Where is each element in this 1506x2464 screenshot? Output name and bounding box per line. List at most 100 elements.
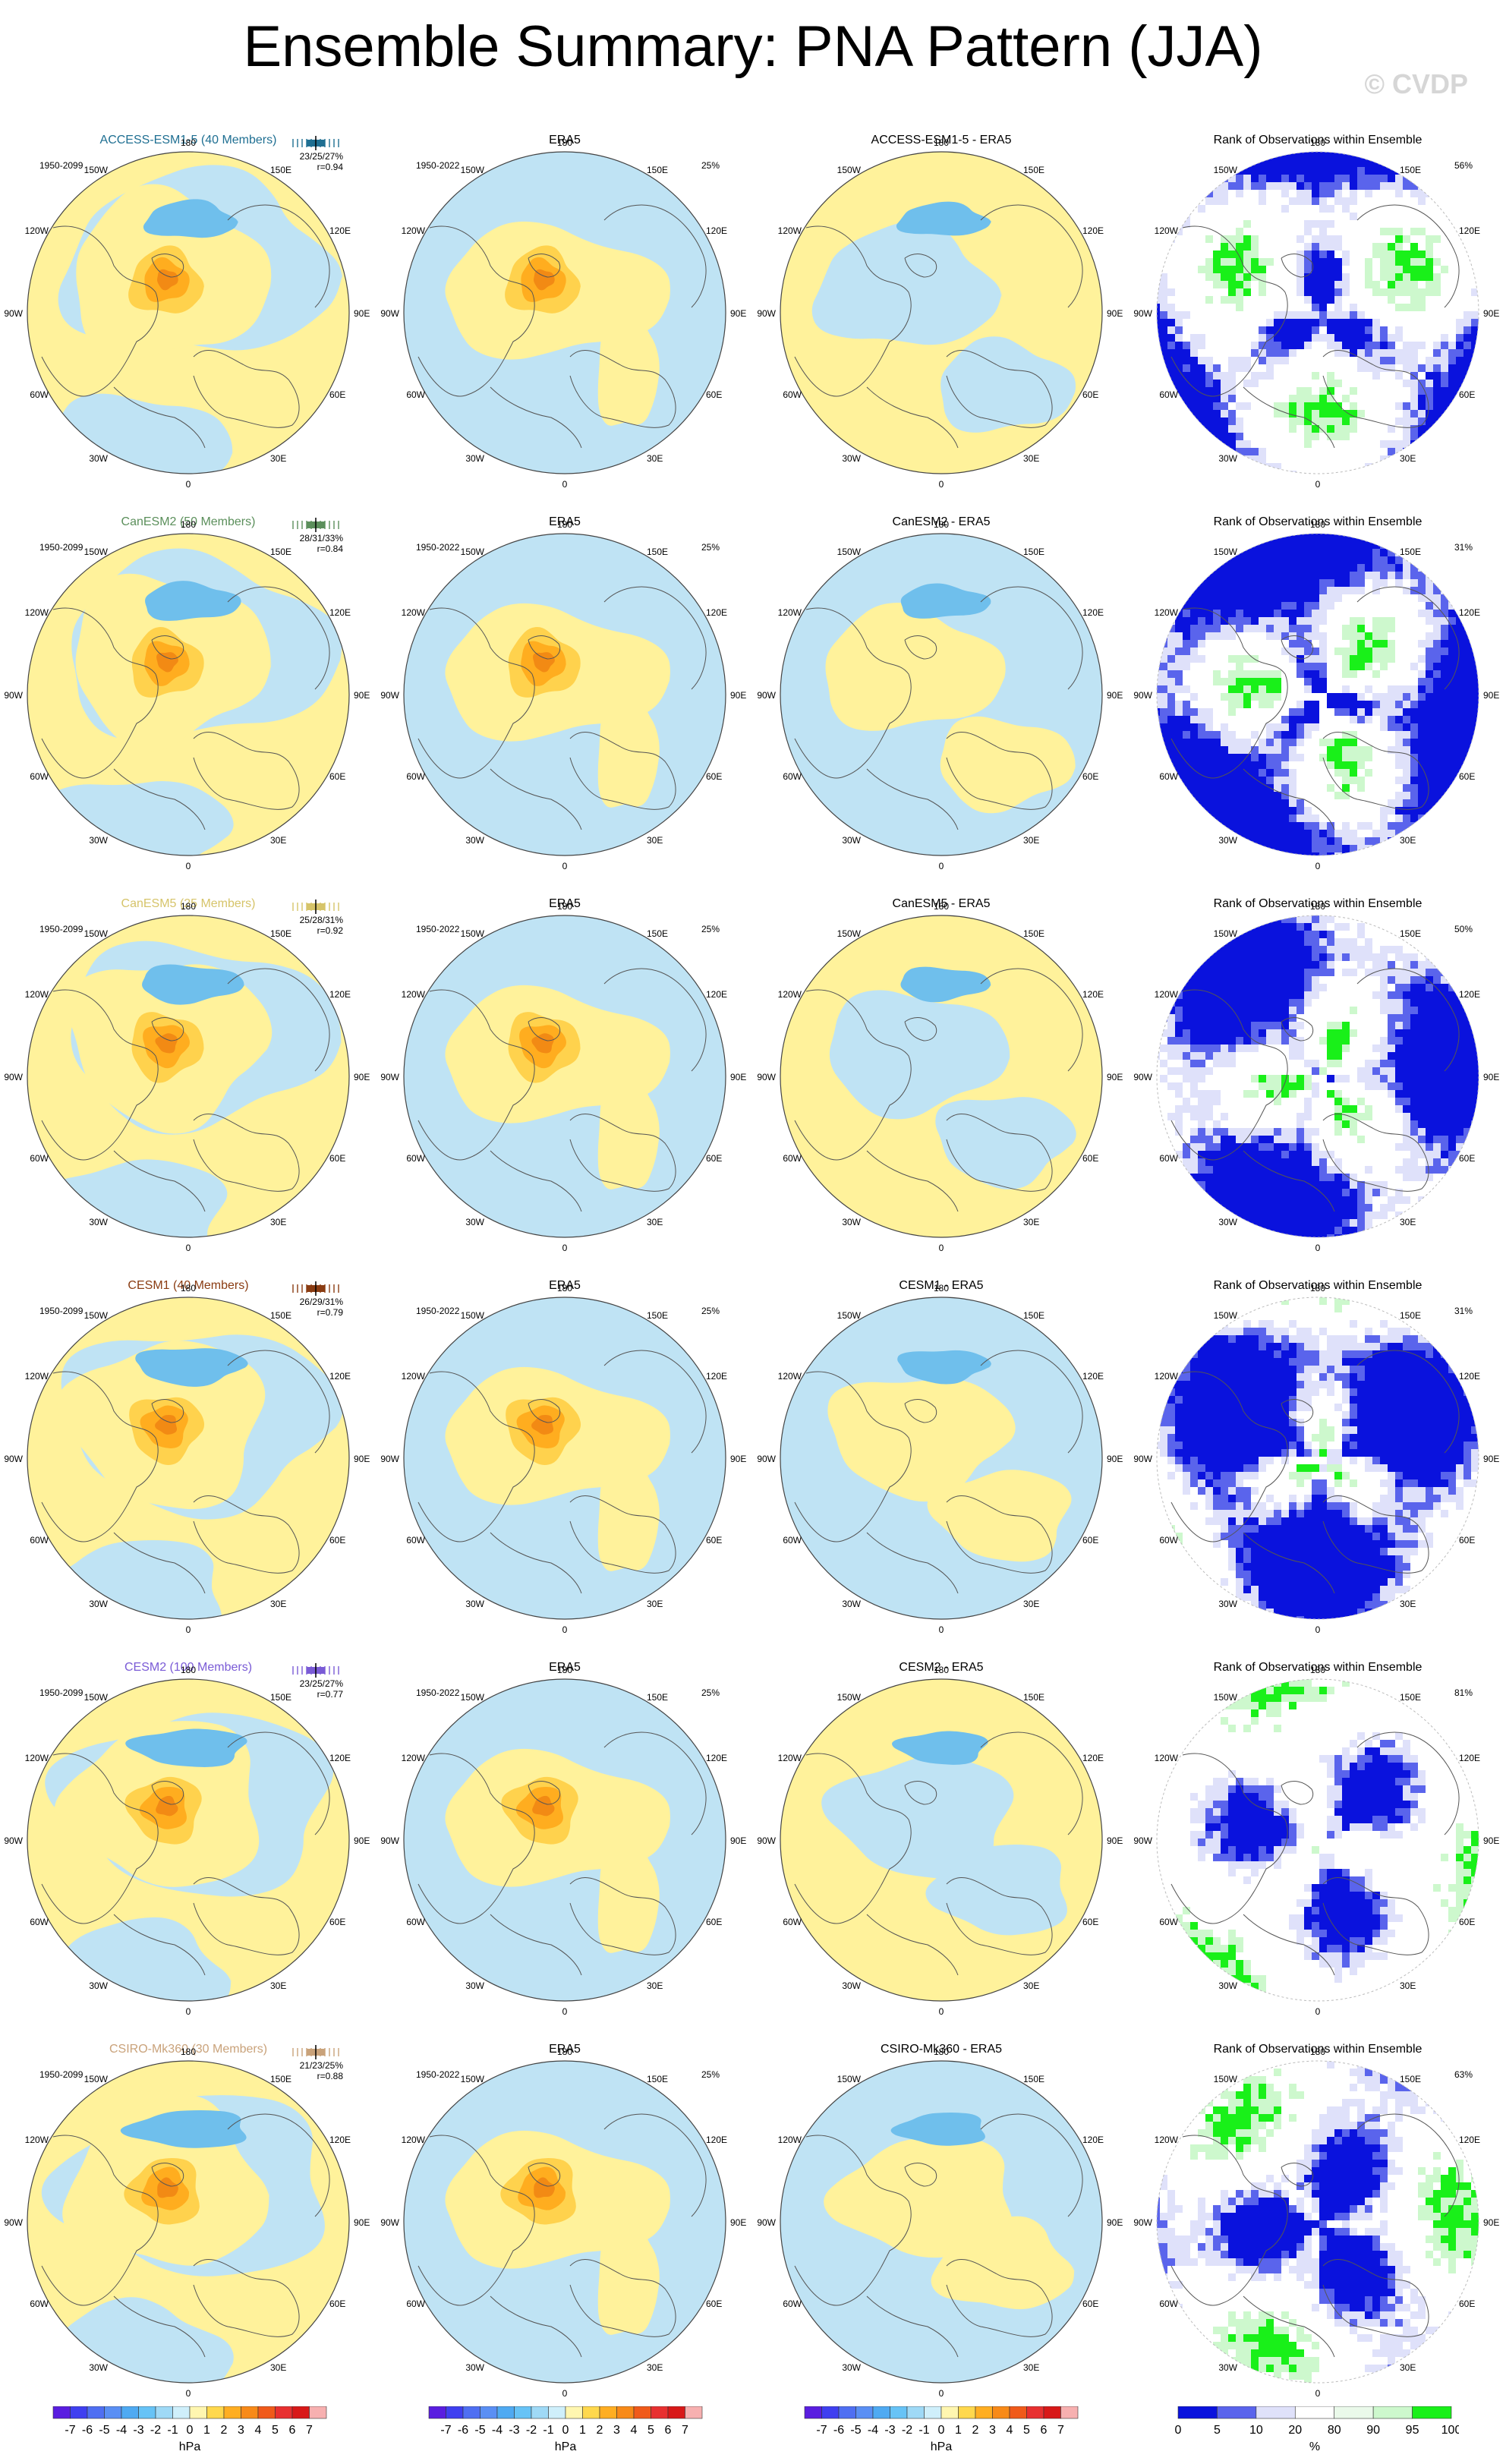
lon-label-150e: 150E [1023,1310,1044,1321]
colorbar-swatch [514,2406,532,2419]
lon-label-top: 180 [1310,1283,1325,1293]
colorbar-swatch [958,2406,976,2419]
lon-label-30e: 30E [1400,453,1416,464]
lon-label-90w: 90W [1133,308,1152,319]
page-title: Ensemble Summary: PNA Pattern (JJA) [243,14,1263,79]
lon-label-60w: 60W [1159,1917,1178,1927]
lon-label-90e: 90E [1107,690,1123,701]
colorbar-tick: 3 [613,2424,620,2437]
colorbar-tick: -7 [816,2424,827,2437]
lon-label-60e: 60E [706,1153,722,1164]
rank-pct: 63% [1454,2069,1473,2080]
lon-label-120e: 120E [329,2135,351,2145]
lon-label-120w: 120W [402,989,426,1000]
lon-label-90e: 90E [1483,1454,1499,1464]
lon-label-60e: 60E [1082,1535,1098,1546]
lon-label-90w: 90W [4,2217,23,2228]
lon-label-30w: 30W [89,1599,108,1609]
lon-label-30e: 30E [647,2362,663,2373]
colorbar-swatch [480,2406,498,2419]
lon-label-90e: 90E [730,1454,746,1464]
colorbar-swatch [548,2406,566,2419]
lon-label-30w: 30W [465,453,484,464]
lon-label-30e: 30E [270,1980,286,1991]
colorbar-tick: 6 [665,2424,672,2437]
lon-label-top: 180 [181,901,196,912]
lon-label-120w: 120W [1155,1371,1179,1382]
colorbar-swatch [992,2406,1010,2419]
lon-label-150w: 150W [84,1310,109,1321]
rank-map-2: Rank of Observations within Ensemble 180 0… [1130,496,1506,877]
correlation: r=0.79 [317,1307,344,1318]
lon-label-90w: 90W [380,1454,399,1464]
lon-label-90e: 90E [1107,1835,1123,1846]
lon-label-90w: 90W [380,1072,399,1082]
colorbar-swatch [496,2406,515,2419]
lon-label-120e: 120E [329,1753,351,1763]
lon-label-150e: 150E [270,2074,291,2084]
lon-label-bottom: 0 [939,2006,944,2017]
lon-label-90w: 90W [757,2217,776,2228]
colorbar-swatch [890,2406,908,2419]
lon-label-90w: 90W [757,1835,776,1846]
rank-colorbar-swatch [1217,2406,1257,2419]
model-title: ACCESS-ESM1-5 (40 Members) [99,134,277,147]
lon-label-120e: 120E [1082,2135,1104,2145]
lon-label-120e: 120E [329,225,351,236]
colorbar-tick: -5 [850,2424,861,2437]
lon-label-30w: 30W [89,835,108,846]
lon-label-60e: 60E [1459,2299,1475,2309]
lon-label-90e: 90E [354,2217,370,2228]
lon-label-top: 180 [557,2047,572,2057]
lon-label-120w: 120W [1155,225,1179,236]
lon-label-60e: 60E [1082,1917,1098,1927]
rank-map-3: Rank of Observations within Ensemble 180 0… [1130,878,1506,1259]
lon-label-top: 180 [1310,137,1325,148]
lon-label-60w: 60W [30,2299,49,2309]
lon-label-60e: 60E [706,2299,722,2309]
years-label: 1950-2099 [39,924,83,934]
lon-label-90w: 90W [757,1072,776,1082]
lon-label-120e: 120E [706,2135,727,2145]
lon-label-top: 180 [934,901,949,912]
obs-map-3: ERA5 180 0 150W 150E 120W 120E 90W 90E 60W 60E 30W 3… [376,878,753,1259]
years-label: 1950-2099 [39,1687,83,1698]
lon-label-60w: 60W [30,1535,49,1546]
colorbar-tick: -6 [82,2424,93,2437]
lon-label-30w: 30W [89,1217,108,1227]
colorbar-tick: 5 [272,2424,279,2437]
rank-title: Rank of Observations within Ensemble [1213,515,1423,528]
lon-label-top: 180 [181,1665,196,1675]
rank-colorbar-tick: 80 [1328,2424,1341,2437]
rank-pct: 56% [1454,160,1473,171]
lon-label-150e: 150E [1400,2074,1421,2084]
colorbar-swatch [975,2406,993,2419]
cvdp-watermark: © CVDP [1364,68,1468,99]
colorbar-swatch [1026,2406,1044,2419]
lon-label-90w: 90W [4,690,23,701]
years-label: 1950-2099 [39,1306,83,1316]
lon-label-90e: 90E [354,1454,370,1464]
lon-label-120w: 120W [778,1371,802,1382]
colorbar-tick: 4 [255,2424,262,2437]
diff-title: CSIRO-Mk360 - ERA5 [880,2043,1003,2056]
obs-pct: 25% [701,160,720,171]
lon-label-90e: 90E [1483,2217,1499,2228]
lon-label-90e: 90E [354,308,370,319]
colorbar-diff: -7 -6 -5 -4 -3 -2 -1 0 1 2 3 4 5 6 7 hPa [797,2406,1085,2456]
lon-label-30e: 30E [1023,835,1039,846]
pct-stats: 25/28/31% [300,915,344,925]
lon-label-150e: 150E [647,1692,668,1703]
rank-colorbar-tick: 20 [1288,2424,1302,2437]
obs-pct: 25% [701,2069,720,2080]
colorbar-swatch [1060,2406,1079,2419]
lon-label-150e: 150E [270,1310,291,1321]
lon-label-top: 180 [181,519,196,530]
model-map-4: CESM1 (40 Members) 180 0 150W 150E 120W 120E 90… [0,1259,376,1640]
rank-map-5: Rank of Observations within Ensemble 180 0… [1130,1641,1506,2022]
lon-label-120w: 120W [25,1753,49,1763]
ensemble-spread-bar [292,1663,339,1678]
lon-label-60w: 60W [406,389,425,400]
lon-label-30e: 30E [1023,1599,1039,1609]
lon-label-60e: 60E [706,771,722,782]
